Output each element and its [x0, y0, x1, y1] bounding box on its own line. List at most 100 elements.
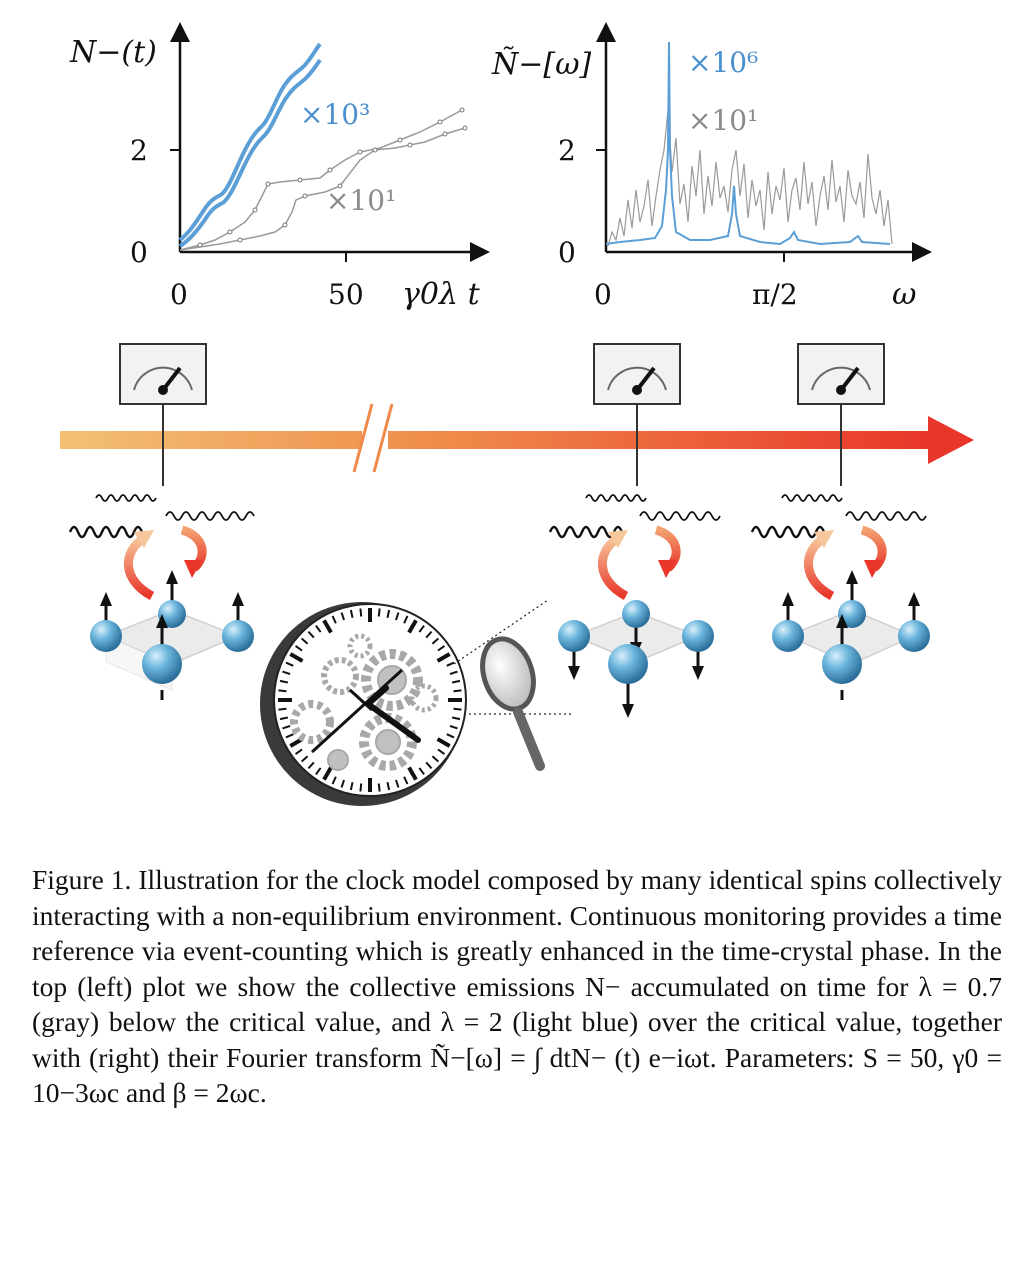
time-arrow [60, 403, 974, 473]
figure-illustration: N−(t) 2 0 0 50 γ0λ t ×10³ ×10¹ Ñ−[ω] 2 0… [60, 22, 974, 806]
clock-tick [436, 737, 451, 748]
clock-tick [359, 608, 363, 617]
left-gray-curve-1 [179, 109, 463, 251]
right-xlabel: ω [892, 277, 916, 312]
clock-tick [322, 619, 333, 634]
meter-icon [593, 343, 681, 486]
wave-icon [68, 494, 255, 539]
axis-break-mark-1 [352, 403, 374, 473]
right-blue-spectrum [605, 41, 891, 246]
meter-icon [797, 343, 885, 486]
clock-tick [403, 615, 409, 624]
emission-arrow-up [598, 534, 629, 600]
clock-tick [278, 707, 287, 711]
clock-tick [395, 612, 400, 621]
clock-tick [449, 670, 458, 675]
clock-tick [418, 624, 425, 633]
clock-tick [449, 725, 458, 730]
clock-tick [446, 661, 455, 667]
spin-lattice-icon [772, 568, 930, 700]
left-plot: N−(t) 2 0 0 50 γ0λ t ×10³ ×10¹ [69, 22, 490, 312]
clock-tick [451, 679, 461, 684]
clock-tick [340, 779, 345, 788]
clock-tick [377, 608, 381, 617]
right-mult-blue: ×10⁶ [688, 46, 758, 79]
left-mult-gray: ×10¹ [326, 184, 396, 217]
clock-second-hand [310, 668, 404, 754]
meter-icon [119, 343, 207, 486]
left-gray-curve-2 [179, 127, 466, 251]
left-xlabel: γ0λ t [402, 277, 481, 312]
left-xtick-label-50: 50 [328, 278, 364, 311]
caption-label: Figure 1. [32, 864, 132, 895]
clock-tick [285, 733, 294, 739]
clock-tick [289, 652, 304, 663]
clock-tick [307, 630, 315, 639]
spin-cluster-2 [548, 494, 721, 720]
clock-tick [294, 748, 303, 755]
clock-tick [322, 766, 333, 781]
clock-tick [395, 779, 400, 788]
left-ytick-label-0: 0 [130, 236, 148, 269]
clock-tick [431, 755, 440, 763]
caption-text: Illustration for the clock model compose… [32, 864, 1002, 1108]
clock-tick [386, 609, 391, 619]
right-plot: Ñ−[ω] 2 0 0 π/2 ω ×10⁶ ×10¹ [491, 22, 932, 312]
clock-ticks [278, 608, 462, 792]
spin-lattice-icon [90, 568, 254, 700]
right-ytick-label-0: 0 [558, 236, 576, 269]
right-gray-spectrum [607, 109, 893, 247]
clock-tick [294, 645, 303, 652]
spin-cluster-1 [68, 494, 255, 700]
clock-tick [285, 661, 294, 667]
left-xtick-label-0: 0 [170, 278, 188, 311]
emission-arrow-up [804, 534, 835, 600]
clock-tick [446, 733, 455, 739]
clock-tick [403, 776, 409, 785]
spin-cluster-3 [750, 494, 930, 700]
left-blue-curve-1 [178, 42, 322, 242]
left-blue-curve-2 [178, 58, 322, 248]
clock-tick [377, 783, 381, 792]
left-ytick-label-2: 2 [130, 134, 148, 167]
right-mult-gray: ×10¹ [688, 104, 758, 137]
wave-icon [750, 494, 927, 539]
clock-tick [425, 630, 433, 639]
clock-tick [331, 615, 337, 624]
clock-tick [331, 776, 337, 785]
clock-tick [300, 755, 309, 763]
axis-break-mark-2 [372, 403, 394, 473]
clock-tick [453, 707, 462, 711]
clock-second-hand-2 [348, 688, 374, 712]
clock-tick [418, 767, 425, 776]
clock-tick [315, 767, 322, 776]
clock-tick [386, 781, 391, 791]
clock-tick [437, 748, 446, 755]
right-xtick-label-pi2: π/2 [752, 278, 798, 311]
wave-icon [548, 494, 721, 539]
right-ylabel: Ñ−[ω] [491, 46, 592, 82]
left-mult-blue: ×10³ [300, 98, 370, 131]
right-ytick-label-2: 2 [558, 134, 576, 167]
clock-tick [315, 624, 322, 633]
clock-tick [451, 716, 461, 721]
clock-tick [282, 670, 291, 675]
clock-minute-hand [365, 685, 389, 707]
clock-tick [431, 637, 440, 645]
magnifier-icon [480, 636, 545, 771]
left-ylabel: N−(t) [69, 35, 157, 70]
clock-tick [279, 716, 289, 721]
spin-lattice-icon [558, 600, 714, 720]
clock-tick [359, 783, 363, 792]
clock-hour-hand [365, 701, 421, 743]
zoom-line-top [453, 599, 549, 665]
clock-tick [300, 637, 309, 645]
left-gray-markers [197, 107, 468, 248]
clock-tick [340, 612, 345, 621]
figure-caption: Figure 1. Illustration for the clock mod… [32, 862, 1002, 1111]
clock-tick [425, 761, 433, 770]
clock-tick [437, 645, 446, 652]
clock-tick [307, 761, 315, 770]
clock-tick [407, 619, 418, 634]
emission-arrow-up [124, 534, 155, 600]
